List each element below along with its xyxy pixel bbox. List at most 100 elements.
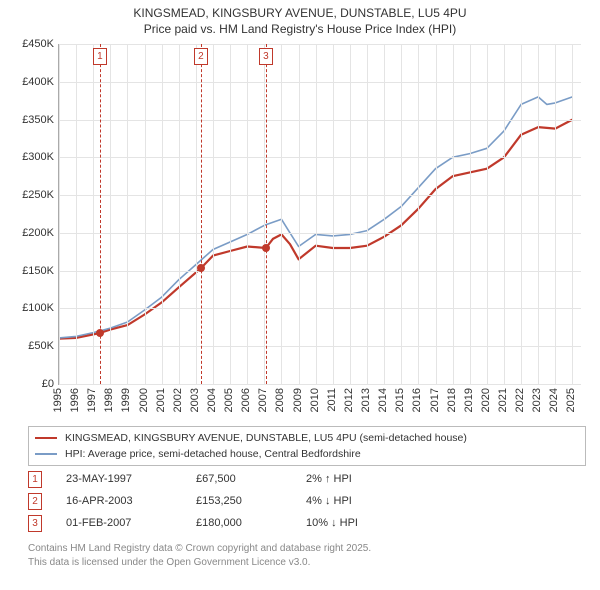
gridline-v xyxy=(453,44,454,384)
gridline-v xyxy=(213,44,214,384)
gridline-v xyxy=(316,44,317,384)
y-tick-label: £200K xyxy=(10,227,54,239)
y-tick-label: £350K xyxy=(10,114,54,126)
legend-swatch xyxy=(35,453,57,455)
sales-date: 16-APR-2003 xyxy=(66,495,196,507)
gridline-v xyxy=(555,44,556,384)
sales-price: £153,250 xyxy=(196,495,306,507)
sales-index-box: 1 xyxy=(28,471,42,488)
sales-row: 2 16-APR-2003£153,2504% ↓ HPI xyxy=(28,490,406,512)
legend-label: KINGSMEAD, KINGSBURY AVENUE, DUNSTABLE, … xyxy=(65,432,467,444)
gridline-v xyxy=(93,44,94,384)
series-svg xyxy=(59,44,581,384)
title-line-2: Price paid vs. HM Land Registry's House … xyxy=(144,22,456,36)
sales-row: 123-MAY-1997£67,5002% ↑ HPI xyxy=(28,468,406,490)
gridline-v xyxy=(196,44,197,384)
sale-point-marker xyxy=(197,264,205,272)
sales-table: 123-MAY-1997£67,5002% ↑ HPI216-APR-2003£… xyxy=(28,468,406,534)
y-tick-label: £400K xyxy=(10,76,54,88)
gridline-v xyxy=(538,44,539,384)
x-tick-label: 2003 xyxy=(189,388,201,412)
x-tick-label: 2014 xyxy=(377,388,389,412)
sale-marker-line xyxy=(266,44,267,384)
y-tick-label: £250K xyxy=(10,189,54,201)
x-tick-label: 2008 xyxy=(274,388,286,412)
title-line-1: KINGSMEAD, KINGSBURY AVENUE, DUNSTABLE, … xyxy=(133,6,466,20)
gridline-v xyxy=(367,44,368,384)
x-tick-label: 2016 xyxy=(411,388,423,412)
x-tick-label: 2015 xyxy=(394,388,406,412)
gridline-h xyxy=(59,308,581,309)
footer-line-1: Contains HM Land Registry data © Crown c… xyxy=(28,543,371,554)
sales-hpi-diff: 10% ↓ HPI xyxy=(306,517,406,529)
footer-line-2: This data is licensed under the Open Gov… xyxy=(28,557,310,568)
sales-date: 23-MAY-1997 xyxy=(66,473,196,485)
x-tick-label: 2018 xyxy=(446,388,458,412)
x-tick-label: 2011 xyxy=(326,388,338,412)
gridline-v xyxy=(162,44,163,384)
x-tick-label: 1999 xyxy=(120,388,132,412)
x-tick-label: 2012 xyxy=(343,388,355,412)
sale-marker-line xyxy=(201,44,202,384)
gridline-v xyxy=(230,44,231,384)
gridline-v xyxy=(470,44,471,384)
sales-hpi-diff: 4% ↓ HPI xyxy=(306,495,406,507)
x-tick-label: 2017 xyxy=(429,388,441,412)
chart-area: 1 2 3 £0 £50K £100K £150K £200K £250K £300K £350K… xyxy=(10,44,590,414)
sales-row: 3 01-FEB-2007£180,00010% ↓ HPI xyxy=(28,512,406,534)
x-tick-label: 2007 xyxy=(257,388,269,412)
x-tick-label: 2023 xyxy=(531,388,543,412)
sale-marker-box: 2 xyxy=(194,48,208,65)
gridline-h xyxy=(59,120,581,121)
sales-index-box: 3 xyxy=(28,515,42,532)
x-tick-label: 2001 xyxy=(155,388,167,412)
gridline-v xyxy=(350,44,351,384)
y-tick-label: £50K xyxy=(10,340,54,352)
legend-label: HPI: Average price, semi-detached house,… xyxy=(65,448,361,460)
y-tick-label: £0 xyxy=(10,378,54,390)
gridline-v xyxy=(333,44,334,384)
gridline-h xyxy=(59,195,581,196)
sale-marker-box: 3 xyxy=(259,48,273,65)
x-tick-label: 1996 xyxy=(69,388,81,412)
plot-area: 1 2 3 xyxy=(58,44,581,385)
y-tick-label: £450K xyxy=(10,38,54,50)
gridline-v xyxy=(299,44,300,384)
gridline-h xyxy=(59,157,581,158)
gridline-v xyxy=(487,44,488,384)
legend-swatch xyxy=(35,437,57,440)
x-tick-label: 2020 xyxy=(480,388,492,412)
x-tick-label: 2006 xyxy=(240,388,252,412)
y-tick-label: £150K xyxy=(10,265,54,277)
gridline-v xyxy=(572,44,573,384)
sales-price: £180,000 xyxy=(196,517,306,529)
x-tick-label: 1997 xyxy=(86,388,98,412)
y-tick-label: £100K xyxy=(10,302,54,314)
gridline-v xyxy=(384,44,385,384)
x-tick-label: 2004 xyxy=(206,388,218,412)
x-tick-label: 1998 xyxy=(103,388,115,412)
sales-index-box: 2 xyxy=(28,493,42,510)
gridline-h xyxy=(59,271,581,272)
gridline-v xyxy=(247,44,248,384)
sale-point-marker xyxy=(96,329,104,337)
sales-price: £67,500 xyxy=(196,473,306,485)
gridline-h xyxy=(59,82,581,83)
sales-date: 01-FEB-2007 xyxy=(66,517,196,529)
gridline-v xyxy=(76,44,77,384)
legend-row: KINGSMEAD, KINGSBURY AVENUE, DUNSTABLE, … xyxy=(35,430,579,446)
x-tick-label: 2009 xyxy=(292,388,304,412)
x-tick-label: 2013 xyxy=(360,388,372,412)
gridline-v xyxy=(436,44,437,384)
sale-marker-box: 1 xyxy=(93,48,107,65)
x-tick-label: 2019 xyxy=(463,388,475,412)
gridline-v xyxy=(59,44,60,384)
gridline-h xyxy=(59,384,581,385)
gridline-v xyxy=(504,44,505,384)
gridline-h xyxy=(59,233,581,234)
gridline-h xyxy=(59,346,581,347)
x-tick-label: 2022 xyxy=(514,388,526,412)
gridline-v xyxy=(110,44,111,384)
x-tick-label: 2024 xyxy=(548,388,560,412)
y-tick-label: £300K xyxy=(10,151,54,163)
